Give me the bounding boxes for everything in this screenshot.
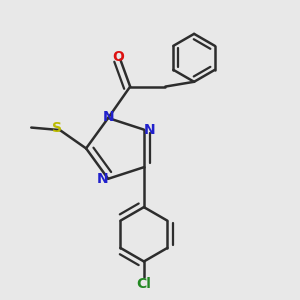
Text: Cl: Cl: [136, 277, 151, 291]
Text: O: O: [112, 50, 124, 64]
Text: N: N: [103, 110, 115, 124]
Text: S: S: [52, 122, 62, 136]
Text: N: N: [144, 123, 155, 136]
Text: N: N: [97, 172, 108, 186]
